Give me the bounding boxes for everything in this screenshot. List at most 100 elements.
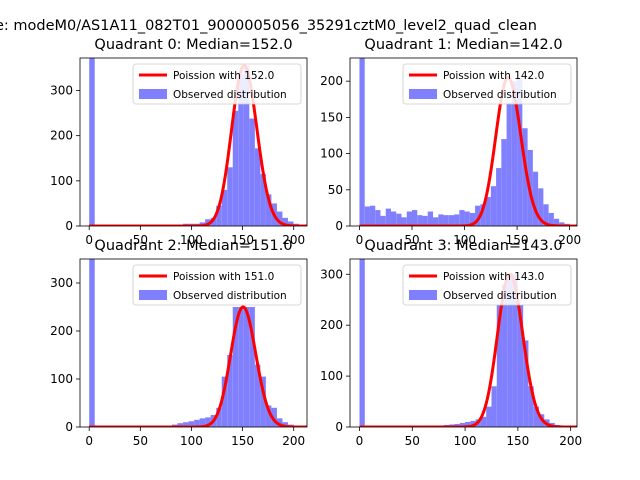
- histogram-bar: [507, 274, 513, 427]
- histogram-bar: [232, 110, 239, 226]
- axes-frame: [349, 57, 578, 227]
- histogram-bar: [486, 406, 492, 427]
- subplot-title: Quadrant 2: Median=151.0: [94, 238, 292, 254]
- x-tick-label: 0: [85, 434, 93, 448]
- legend-label-fit: Poission with 152.0: [173, 70, 274, 82]
- legend-bar-swatch: [409, 290, 437, 300]
- histogram-bar: [282, 217, 288, 226]
- x-tick-label: 150: [506, 233, 529, 247]
- x-tick-label: 200: [282, 233, 305, 247]
- histogram-bar: [227, 167, 233, 226]
- y-tick-label: 300: [50, 84, 73, 98]
- histogram-bar: [396, 213, 402, 226]
- histogram-bar: [205, 417, 211, 427]
- histogram-bar: [89, 259, 95, 427]
- histogram-bar: [485, 197, 491, 226]
- histogram-bar: [390, 211, 397, 226]
- histogram-bar: [260, 376, 266, 427]
- histogram-bar: [464, 211, 470, 226]
- histogram-bar: [517, 304, 524, 427]
- histogram-bar: [194, 419, 200, 427]
- histogram-bar: [375, 210, 381, 226]
- poisson-fit-line: [359, 76, 577, 226]
- legend-bar-swatch: [409, 89, 437, 99]
- x-tick-label: 100: [180, 233, 203, 247]
- histogram-bar: [502, 284, 508, 427]
- histogram-bar: [459, 210, 465, 226]
- legend: Poission with 142.0 Observed distribution: [402, 63, 572, 105]
- histogram-bar: [227, 355, 233, 427]
- histogram-bar: [287, 221, 294, 226]
- histogram-bar: [249, 118, 255, 226]
- histogram-bar: [260, 174, 266, 226]
- histogram-bar: [465, 421, 471, 427]
- subplot-0: 0 50 100 150 200 0 100 200 300 Quadrant 0: Median…: [50, 37, 308, 247]
- x-tick-label: 50: [133, 233, 148, 247]
- y-tick-label: 100: [50, 174, 73, 188]
- legend-bar-swatch: [139, 89, 167, 99]
- legend-label-observed: Observed distribution: [443, 290, 557, 302]
- y-tick-label: 0: [65, 219, 73, 233]
- subplot-title: Quadrant 1: Median=142.0: [364, 37, 562, 53]
- histogram-bar: [480, 204, 486, 226]
- histogram-bar: [443, 215, 449, 226]
- x-tick-label: 150: [231, 434, 254, 448]
- legend-bar-swatch: [139, 290, 167, 300]
- histogram-bar: [528, 386, 534, 427]
- histogram-bar: [448, 215, 455, 226]
- plot-area: [88, 259, 307, 427]
- histogram-bar: [532, 171, 539, 226]
- histogram-bar: [221, 189, 228, 226]
- histogram-bar: [177, 423, 184, 427]
- histogram-bar: [359, 259, 365, 427]
- axes-frame: [79, 258, 308, 428]
- histogram-bar: [454, 214, 460, 226]
- histogram-bar: [469, 212, 476, 226]
- histogram-bar: [254, 364, 261, 427]
- y-tick-label: 100: [320, 147, 343, 161]
- histogram-bar: [188, 421, 195, 427]
- y-tick-label: 300: [320, 267, 343, 281]
- histogram-bar: [385, 208, 391, 226]
- histogram-bar: [199, 418, 206, 427]
- subplot-3: 0 50 100 150 200 0 100 200 300 Quadrant 3: Median…: [320, 238, 582, 448]
- legend-label-fit: Poission with 143.0: [443, 271, 544, 283]
- histogram-bar: [427, 211, 434, 226]
- x-tick-label: 0: [356, 233, 364, 247]
- x-tick-label: 0: [356, 434, 364, 448]
- histogram-bar: [501, 139, 507, 226]
- histogram-bar: [548, 212, 554, 226]
- y-tick-label: 150: [320, 110, 343, 124]
- histogram-bar: [412, 210, 418, 226]
- histogram-bar: [433, 217, 439, 226]
- x-tick-label: 0: [85, 233, 93, 247]
- histogram-bar: [553, 218, 560, 226]
- histogram-bar: [522, 128, 528, 226]
- histogram-bar: [221, 376, 228, 427]
- histogram-bar: [538, 188, 544, 226]
- histogram-bar: [210, 217, 217, 226]
- histogram-bar: [523, 340, 529, 427]
- histogram-bar: [254, 148, 261, 226]
- plot-area: [359, 58, 577, 226]
- y-tick-label: 200: [50, 324, 73, 338]
- histogram-bar: [243, 65, 250, 226]
- histogram-bar: [543, 204, 549, 226]
- histogram-bar: [533, 406, 539, 427]
- histogram-bar: [359, 58, 365, 226]
- x-tick-label: 150: [231, 233, 254, 247]
- legend: Poission with 151.0 Observed distribution: [132, 264, 302, 306]
- histogram-bar: [422, 215, 428, 226]
- histogram-bar: [271, 407, 277, 427]
- histogram-bar: [491, 386, 497, 427]
- y-tick-label: 0: [65, 420, 73, 434]
- histogram-bar: [480, 416, 487, 427]
- legend-label-fit: Poission with 151.0: [173, 271, 274, 283]
- x-tick-label: 150: [506, 434, 529, 448]
- subplot-title: Quadrant 3: Median=143.0: [364, 238, 562, 254]
- histogram-bar: [470, 420, 476, 427]
- x-tick-label: 200: [282, 434, 305, 448]
- histogram-bar: [183, 422, 189, 427]
- x-tick-label: 200: [559, 434, 582, 448]
